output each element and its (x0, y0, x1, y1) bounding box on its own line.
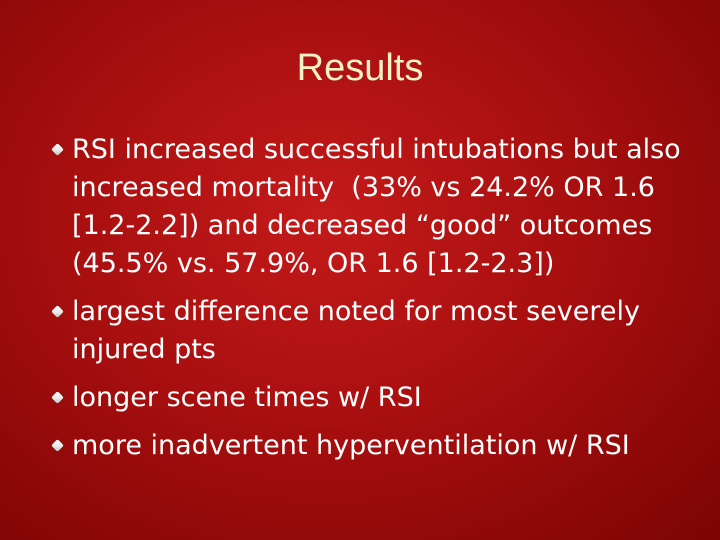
bullet-marker (51, 439, 64, 452)
bullet-marker (51, 143, 64, 156)
bullet-list: RSI increased successful intubations but… (51, 131, 704, 475)
bullet-marker (51, 305, 64, 318)
bullet: RSI increased successful intubations but… (51, 131, 704, 283)
bullet-marker (51, 391, 64, 404)
bullet-text: RSI increased successful intubations but… (72, 134, 690, 279)
bullet: more inadvertent hyperventilation w/ RSI (51, 427, 704, 465)
bullet: longer scene times w/ RSI (51, 379, 704, 417)
bullet-text: longer scene times w/ RSI (72, 382, 422, 413)
bullet-text: largest difference noted for most severe… (72, 296, 649, 365)
bullet-text: more inadvertent hyperventilation w/ RSI (72, 430, 630, 461)
bullet: largest difference noted for most severe… (51, 293, 704, 369)
slide-title: Results (296, 47, 424, 89)
